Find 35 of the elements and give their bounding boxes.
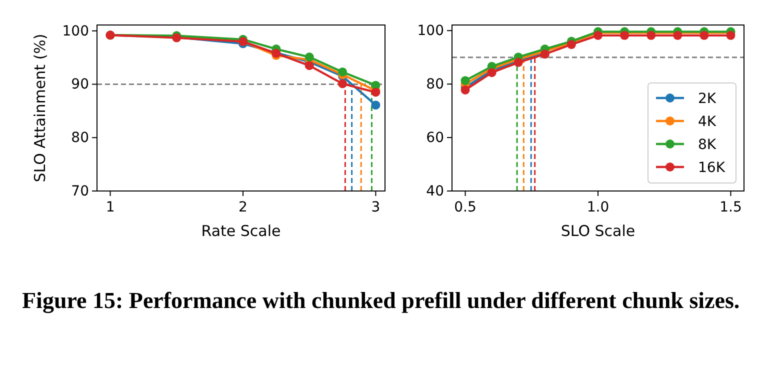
point <box>371 100 380 110</box>
y-axis-title: SLO Attainment (%) <box>31 34 49 182</box>
y-tick-label: 70 <box>71 183 89 200</box>
x-tick-label: 2 <box>238 200 248 216</box>
x-tick-label: 0.5 <box>454 200 476 216</box>
point <box>700 30 709 40</box>
x-tick-label: 3 <box>371 200 380 216</box>
legend-label: 4K <box>698 114 717 130</box>
x-axis-title: SLO Scale <box>560 222 636 240</box>
y-tick-label: 100 <box>62 23 89 40</box>
y-tick-label: 40 <box>426 183 444 200</box>
y-tick-label: 80 <box>426 76 444 93</box>
y-tick-label: 100 <box>417 23 444 40</box>
point <box>726 30 736 40</box>
x-tick-label: 1.5 <box>720 200 742 216</box>
y-tick-label: 80 <box>71 130 89 146</box>
legend-label: 2K <box>698 91 717 107</box>
point <box>460 76 470 86</box>
x-tick-label: 1 <box>106 200 115 216</box>
y-tick-label: 90 <box>71 76 89 93</box>
point <box>304 52 314 62</box>
y-tick-label: 60 <box>426 130 444 146</box>
point <box>338 67 348 76</box>
point <box>673 30 682 40</box>
point <box>338 79 348 88</box>
point <box>646 30 656 40</box>
caption: Figure 15: Performance with chunked prefill under different chunk sizes. <box>22 287 741 315</box>
point <box>460 85 470 94</box>
legend-label: 8K <box>698 137 717 153</box>
x-axis-title: Rate Scale <box>201 222 281 240</box>
legend-label: 16K <box>698 160 726 176</box>
point <box>620 30 630 40</box>
point <box>304 61 314 70</box>
x-tick-label: 1.0 <box>586 200 610 216</box>
point <box>594 30 602 40</box>
